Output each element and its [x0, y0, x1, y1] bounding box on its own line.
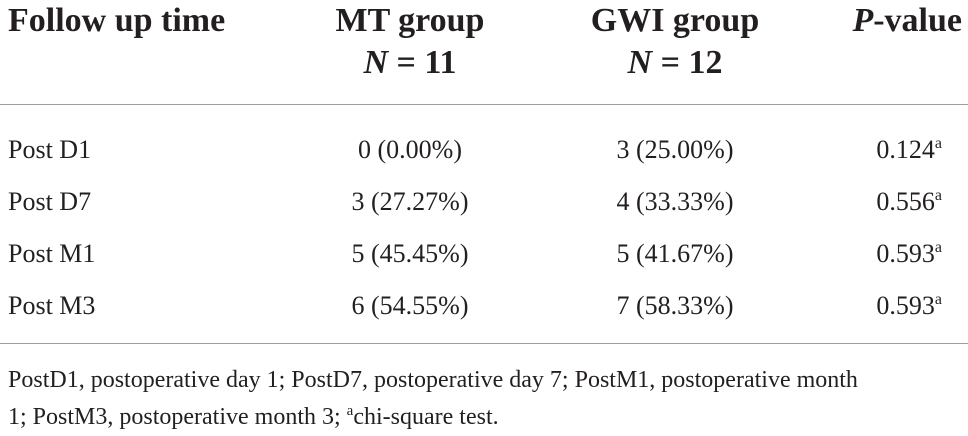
gwi-value: 4 (33.33%) [616, 187, 734, 216]
gwi-value: 7 (58.33%) [616, 291, 734, 320]
table-header: Follow up time MT group N = 11 GWI group… [0, 0, 968, 100]
row-label: Post D1 [8, 135, 92, 164]
header-p-value: P-value [852, 0, 962, 42]
mt-value: 3 (27.27%) [351, 187, 469, 216]
p-note: a [934, 239, 942, 256]
header-divider [0, 104, 968, 105]
p-note: a [934, 291, 942, 308]
header-mt-n: N = 11 [300, 42, 520, 84]
row-label: Post D7 [8, 187, 92, 216]
p-value: 0.124a [876, 124, 942, 176]
header-mt-n-value: = 11 [388, 44, 457, 81]
table-footnote: PostD1, postoperative day 1; PostD7, pos… [8, 362, 960, 436]
mt-value: 5 (45.45%) [351, 239, 469, 268]
header-gwi-n-symbol: N [627, 44, 653, 81]
table-bottom-divider [0, 343, 968, 344]
mt-value: 0 (0.00%) [358, 135, 462, 164]
header-gwi-group: GWI group N = 12 [560, 0, 790, 84]
header-mt-n-symbol: N [363, 44, 389, 81]
row-label: Post M1 [8, 239, 96, 268]
footnote-sup: a [346, 403, 354, 419]
gwi-value: 5 (41.67%) [616, 239, 734, 268]
table-row: Post M3 6 (54.55%) 7 (58.33%) 0.593a [0, 280, 968, 332]
table-row: Post D1 0 (0.00%) 3 (25.00%) 0.124a [0, 124, 968, 176]
p-note: a [934, 187, 942, 204]
p-number: 0.556 [876, 187, 935, 216]
header-p-suffix: -value [873, 2, 962, 39]
footnote-line-2-post: chi-square test. [353, 404, 499, 430]
p-note: a [934, 135, 942, 152]
p-value: 0.556a [876, 176, 942, 228]
p-value: 0.593a [876, 228, 942, 280]
header-gwi-n-value: = 12 [652, 44, 723, 81]
footnote-line-1: PostD1, postoperative day 1; PostD7, pos… [8, 367, 858, 393]
gwi-value: 3 (25.00%) [616, 135, 734, 164]
table-row: Post M1 5 (45.45%) 5 (41.67%) 0.593a [0, 228, 968, 280]
p-number: 0.593 [876, 239, 935, 268]
header-follow-up-time: Follow up time [8, 0, 225, 42]
header-follow-up-label: Follow up time [8, 2, 226, 39]
p-number: 0.593 [876, 291, 935, 320]
table-row: Post D7 3 (27.27%) 4 (33.33%) 0.556a [0, 176, 968, 228]
row-label: Post M3 [8, 291, 96, 320]
footnote-line-2-pre: 1; PostM3, postoperative month 3; [8, 404, 347, 430]
header-gwi-n: N = 12 [560, 42, 790, 84]
header-gwi-label: GWI group [590, 2, 760, 39]
p-value: 0.593a [876, 280, 942, 332]
header-mt-label: MT group [335, 2, 485, 39]
header-mt-group: MT group N = 11 [300, 0, 520, 84]
mt-value: 6 (54.55%) [351, 291, 469, 320]
header-p-symbol: P [852, 2, 874, 39]
p-number: 0.124 [876, 135, 935, 164]
